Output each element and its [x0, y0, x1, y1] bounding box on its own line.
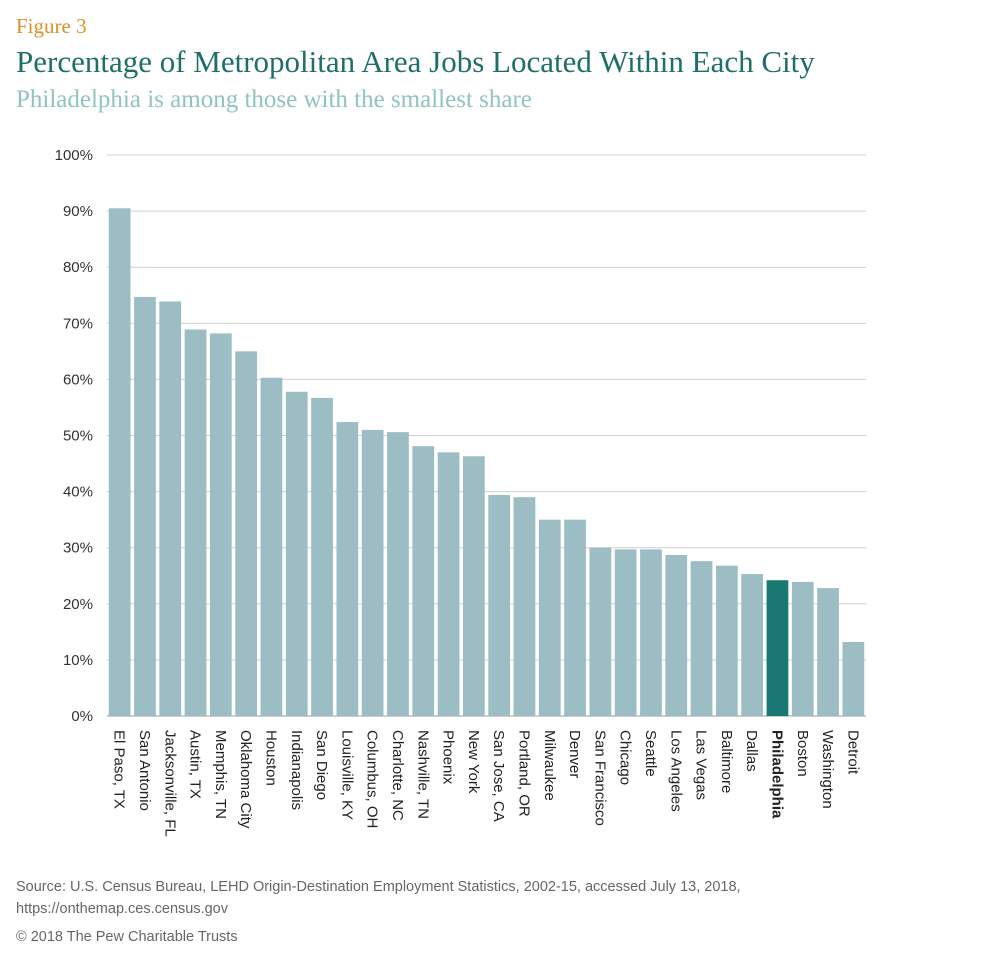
bar-portland-or [513, 497, 536, 716]
y-tick-label: 100% [55, 147, 93, 164]
bar-charlotte-nc [387, 432, 409, 716]
figure-label: Figure 3 [16, 14, 87, 38]
y-axis-ticks: 0% 10% 20% 30% 40% 50% 60% 70% 80% 90% 100% [55, 147, 93, 725]
x-tick-label: Houston [262, 730, 279, 786]
x-tick-label: Charlotte, NC [389, 730, 406, 821]
x-tick-label: San Diego [313, 730, 330, 800]
x-tick-label: Portland, OR [515, 730, 532, 817]
x-tick-label: Memphis, TN [212, 730, 229, 819]
bars [108, 208, 865, 717]
y-tick-label: 20% [63, 596, 93, 613]
x-tick-label: Philadelphia [768, 730, 785, 819]
source-line-2: https://onthemap.ces.census.gov [16, 901, 228, 917]
x-tick-label: Chicago [617, 730, 634, 785]
chart-title: Percentage of Metropolitan Area Jobs Loc… [16, 44, 815, 79]
x-tick-label: Nashville, TN [414, 730, 431, 819]
bar-washington [817, 588, 839, 716]
y-tick-label: 10% [63, 652, 93, 669]
bar-san-francisco [589, 547, 612, 716]
copyright-note: © 2018 The Pew Charitable Trusts [16, 929, 238, 945]
bar-boston [791, 581, 814, 716]
x-tick-label: Columbus, OH [364, 730, 381, 828]
bar-detroit [842, 641, 865, 716]
bar-el-paso-tx [108, 208, 131, 717]
x-tick-label: Seattle [642, 730, 659, 777]
bar-dallas [741, 574, 764, 716]
x-tick-label: Jacksonville, FL [161, 730, 178, 837]
x-tick-label: Las Vegas [693, 730, 710, 800]
x-tick-label: Boston [794, 730, 811, 777]
bar-indianapolis [285, 391, 308, 716]
x-tick-label: Indianapolis [288, 730, 305, 810]
x-tick-label: Denver [566, 730, 583, 778]
source-note: Source: U.S. Census Bureau, LEHD Origin-… [16, 876, 976, 920]
x-tick-label: Louisville, KY [338, 730, 355, 820]
bar-denver [564, 519, 586, 716]
bar-phoenix [437, 452, 460, 716]
bar-jacksonville-fl [159, 301, 182, 716]
y-tick-label: 90% [63, 203, 93, 220]
y-tick-label: 80% [63, 259, 93, 276]
x-tick-label: Dallas [743, 730, 760, 772]
bar-louisville-ky [336, 422, 359, 716]
x-tick-label: San Jose, CA [490, 730, 507, 822]
x-axis-ticks: El Paso, TX San Antonio Jacksonville, FL Au… [111, 730, 862, 837]
bar-new-york [462, 456, 485, 716]
bar-san-jose-ca [488, 494, 511, 716]
bar-philadelphia [766, 580, 789, 716]
x-tick-label: El Paso, TX [111, 730, 128, 809]
bar-chicago [614, 549, 637, 716]
source-line-1: Source: U.S. Census Bureau, LEHD Origin-… [16, 879, 741, 895]
bar-san-diego [311, 397, 333, 716]
x-tick-label: Washington [819, 730, 836, 809]
y-tick-label: 30% [63, 540, 93, 557]
y-tick-label: 40% [63, 484, 93, 501]
bar-seattle [640, 549, 662, 716]
y-tick-label: 0% [71, 708, 93, 725]
bar-san-antonio [134, 296, 156, 716]
bar-los-angeles [665, 554, 688, 716]
x-tick-label: Los Angeles [667, 730, 684, 812]
x-tick-label: Phoenix [440, 730, 457, 785]
bar-houston [260, 377, 283, 716]
y-tick-label: 50% [63, 428, 93, 445]
y-tick-label: 60% [63, 371, 93, 388]
bar-las-vegas [690, 561, 713, 716]
x-tick-label: Austin, TX [187, 730, 204, 799]
x-tick-label: San Francisco [591, 730, 608, 826]
bar-chart: 0% 10% 20% 30% 40% 50% 60% 70% 80% 90% 100% El Pas… [55, 147, 866, 837]
bar-milwaukee [538, 519, 561, 716]
y-tick-label: 70% [63, 315, 93, 332]
chart-subtitle: Philadelphia is among those with the sma… [16, 86, 532, 113]
x-tick-label: New York [465, 730, 482, 794]
x-tick-label: Oklahoma City [237, 730, 254, 829]
bar-baltimore [715, 565, 738, 716]
x-tick-label: Milwaukee [541, 730, 558, 801]
bar-nashville-tn [412, 446, 435, 716]
bar-austin-tx [184, 329, 207, 716]
x-tick-label: Detroit [844, 730, 861, 775]
bar-columbus-oh [361, 429, 384, 716]
x-tick-label: Baltimore [718, 730, 735, 793]
grid-lines [107, 154, 866, 717]
bar-oklahoma-city [235, 351, 258, 716]
bar-memphis-tn [209, 333, 232, 716]
x-tick-label: San Antonio [136, 730, 153, 811]
